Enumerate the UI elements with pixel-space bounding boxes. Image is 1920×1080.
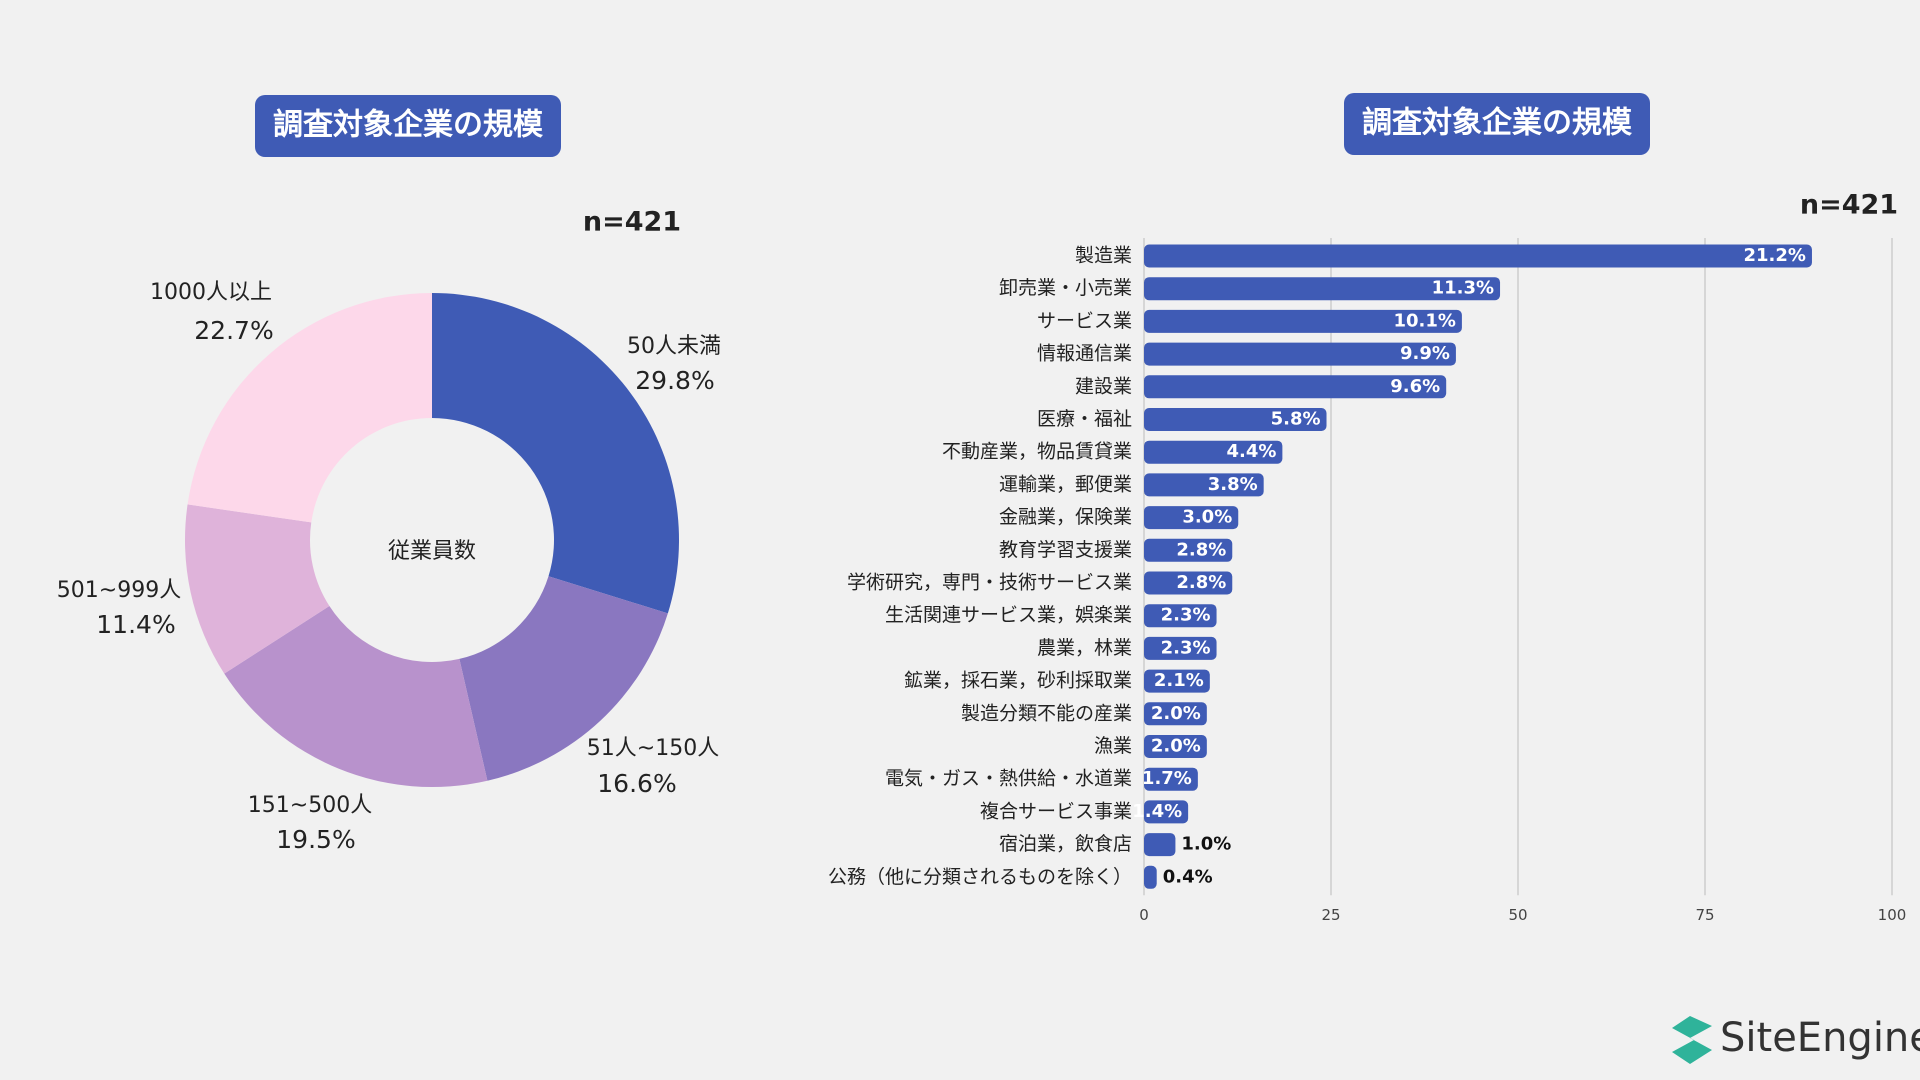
y-tick-label: 学術研究，専門・技術サービス業 [847,572,1132,594]
bar [1144,440,1283,464]
y-tick-label: 情報通信業 [1037,343,1132,365]
y-tick-label: 教育学習支援業 [999,539,1132,561]
bar [1144,767,1198,791]
y-tick-label: 製造分類不能の産業 [961,702,1132,724]
value-label: 5.8% [1271,409,1321,430]
x-tick-label: 75 [1695,906,1714,924]
y-tick-label: 鉱業，採石業，砂利採取業 [904,670,1132,692]
sample-size: n=421 [1800,190,1898,221]
x-tick-label: 50 [1508,906,1527,924]
y-tick-label: 卸売業・小売業 [999,277,1132,299]
bar [1144,506,1239,530]
value-label: 2.3% [1161,605,1211,626]
donut-slice [459,576,668,781]
x-tick-label: 100 [1878,906,1907,924]
donut-slice [224,606,488,787]
y-tick-label: 宿泊業，飲食店 [999,833,1132,855]
bar [1144,865,1157,889]
value-label: 11.3% [1432,278,1494,299]
slice-value: 29.8% [635,366,714,395]
y-tick-label: サービス業 [1037,310,1132,332]
value-label: 2.0% [1151,703,1201,724]
bar [1144,702,1207,726]
slice-value: 22.7% [194,316,273,345]
donut-slice [432,293,679,614]
slice-label: 50人未満 [627,334,721,359]
bar [1144,538,1233,562]
chart-title: 調査対象企業の規模 [1362,106,1632,141]
value-label: 4.4% [1226,441,1276,462]
donut-slice [187,293,432,523]
value-label: 10.1% [1393,310,1455,331]
y-tick-label: 建設業 [1075,375,1132,397]
value-label: 2.3% [1161,637,1211,658]
value-label: 3.0% [1182,507,1232,528]
y-tick-label: 漁業 [1094,735,1132,757]
y-tick-label: 金融業，保険業 [999,506,1132,528]
slice-value: 16.6% [597,769,676,798]
bar [1144,735,1207,758]
bar [1144,244,1812,268]
y-tick-label: 公務（他に分類されるものを除く） [828,866,1132,888]
value-label: 2.0% [1151,736,1201,757]
value-label: 2.1% [1154,670,1204,691]
y-tick-label: 生活関連サービス業，娯楽業 [885,604,1132,626]
x-tick-label: 0 [1139,906,1149,924]
y-tick-label: 製造業 [1075,245,1132,267]
bar [1144,571,1233,595]
y-tick-label: 電気・ガス・熱供給・水道業 [885,768,1132,790]
value-label: 0.4% [1163,866,1213,887]
y-tick-label: 医療・福祉 [1037,408,1132,430]
y-tick-label: 農業，林業 [1037,637,1132,659]
bar [1144,375,1447,399]
logo-text: SiteEngine [1720,1015,1920,1061]
bar [1144,309,1462,333]
title-pill [1344,93,1650,155]
value-label: 1.0% [1181,834,1231,855]
value-label: 1.7% [1142,768,1192,789]
bar [1144,800,1189,824]
chart-title: 調査対象企業の規模 [273,108,543,143]
value-label: 9.9% [1400,343,1450,364]
bar [1144,408,1327,431]
y-tick-label: 運輸業，郵便業 [999,473,1132,495]
value-label: 2.8% [1176,539,1226,560]
x-tick-label: 25 [1321,906,1340,924]
donut-slice [184,504,330,674]
y-tick-label: 複合サービス事業 [980,800,1132,822]
y-tick-label: 不動産業，物品賃貸業 [942,441,1132,463]
bar [1144,342,1456,366]
value-label: 1.4% [1132,801,1182,822]
bar [1144,604,1217,628]
bar [1144,636,1217,660]
value-label: 21.2% [1744,245,1806,266]
bar [1144,669,1210,693]
bar [1144,277,1501,301]
slice-label: 151~500人 [248,793,372,818]
slice-label: 1000人以上 [150,280,272,305]
value-label: 9.6% [1390,376,1440,397]
logo: SiteEngine [1672,1015,1920,1064]
value-label: 3.8% [1208,474,1258,495]
slice-value: 19.5% [276,825,355,854]
slice-value: 11.4% [96,610,175,639]
value-label: 2.8% [1176,572,1226,593]
center-label: 従業員数 [388,539,476,564]
title-pill [255,95,561,157]
bar [1144,473,1264,497]
slice-label: 501~999人 [57,578,181,603]
bar [1144,833,1176,857]
slice-label: 51人~150人 [587,736,719,761]
sample-size: n=421 [583,207,681,238]
logo-icon [1672,1016,1712,1064]
